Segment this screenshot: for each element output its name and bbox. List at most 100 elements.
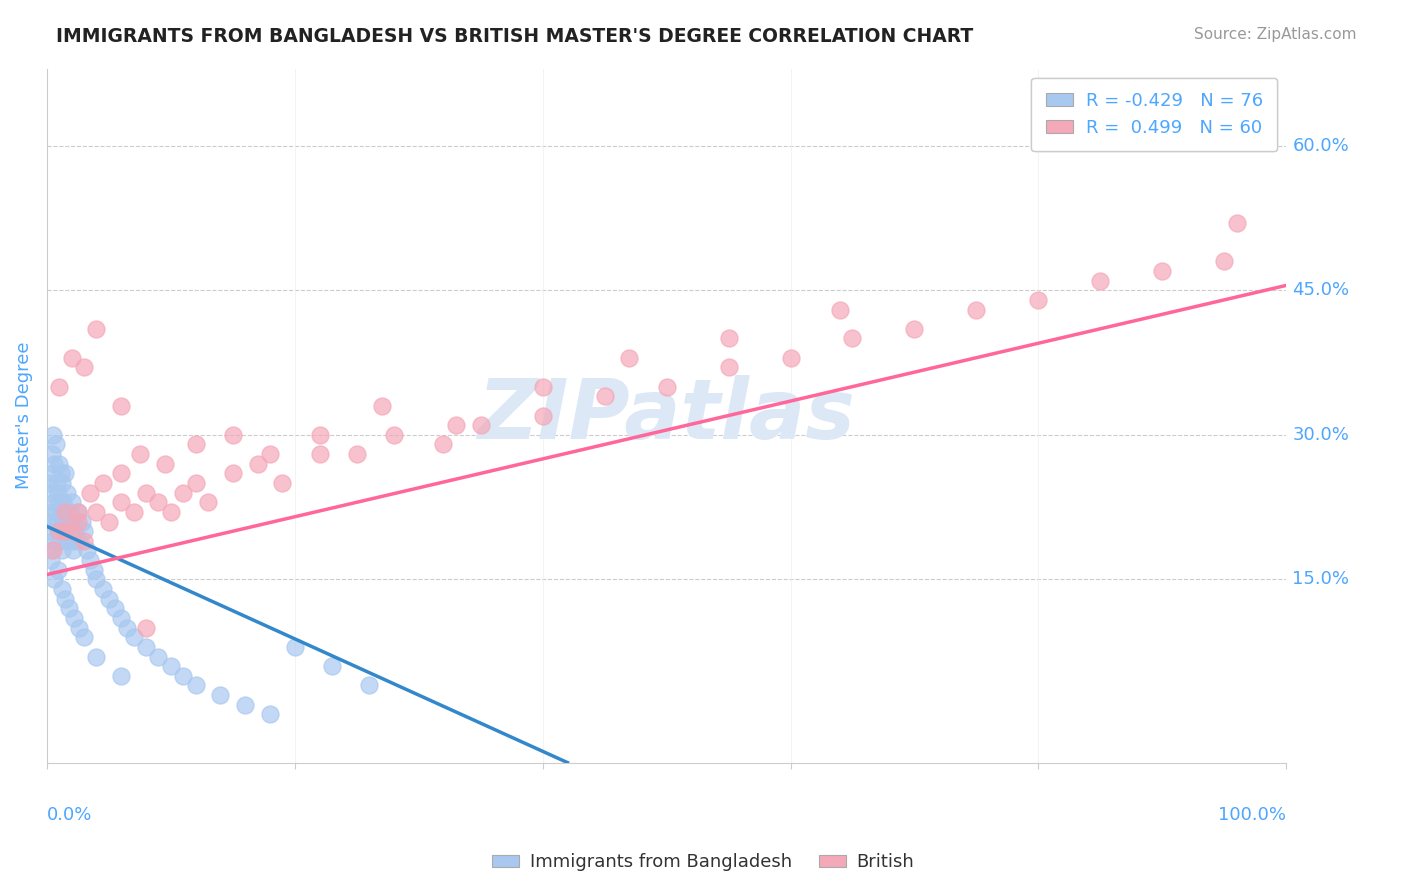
Point <box>79 553 101 567</box>
Point <box>159 505 181 519</box>
Point <box>45 475 67 490</box>
Point <box>110 495 132 509</box>
Text: 0.0%: 0.0% <box>46 806 93 824</box>
Point <box>97 591 120 606</box>
Point <box>86 573 108 587</box>
Point <box>41 447 63 461</box>
Point <box>52 515 75 529</box>
Text: ZIPatlas: ZIPatlas <box>478 375 855 456</box>
Point <box>197 495 219 509</box>
Point <box>79 485 101 500</box>
Point <box>259 447 281 461</box>
Point <box>51 582 73 596</box>
Point <box>135 621 157 635</box>
Point <box>67 621 90 635</box>
Point <box>110 467 132 481</box>
Point <box>172 669 194 683</box>
Point <box>86 322 108 336</box>
Point <box>55 524 77 539</box>
Point <box>1152 264 1174 278</box>
Point <box>49 505 72 519</box>
Point <box>58 524 80 539</box>
Point <box>46 485 69 500</box>
Point <box>70 515 93 529</box>
Point <box>209 688 232 702</box>
Point <box>779 351 801 365</box>
Point <box>903 322 925 336</box>
Point <box>91 475 114 490</box>
Point <box>135 640 157 654</box>
Point <box>619 351 641 365</box>
Point <box>308 427 330 442</box>
Point <box>56 515 79 529</box>
Point <box>42 543 65 558</box>
Legend: Immigrants from Bangladesh, British: Immigrants from Bangladesh, British <box>485 847 921 879</box>
Point <box>46 563 69 577</box>
Point <box>55 505 77 519</box>
Point <box>51 475 73 490</box>
Point <box>46 524 69 539</box>
Point <box>44 495 66 509</box>
Point <box>48 457 70 471</box>
Point <box>841 331 863 345</box>
Point <box>271 475 294 490</box>
Point <box>184 437 207 451</box>
Point <box>122 630 145 644</box>
Point <box>110 399 132 413</box>
Point <box>60 533 83 548</box>
Point <box>370 399 392 413</box>
Point <box>122 505 145 519</box>
Point <box>148 495 170 509</box>
Point <box>222 467 245 481</box>
Point <box>1226 216 1249 230</box>
Point <box>58 601 80 615</box>
Point <box>39 543 62 558</box>
Point <box>39 485 62 500</box>
Point <box>41 533 63 548</box>
Point <box>470 418 492 433</box>
Point <box>86 505 108 519</box>
Point <box>60 351 83 365</box>
Point <box>91 582 114 596</box>
Point <box>184 678 207 692</box>
Point <box>63 611 86 625</box>
Text: 15.0%: 15.0% <box>1292 570 1350 589</box>
Point <box>48 379 70 393</box>
Y-axis label: Master's Degree: Master's Degree <box>15 342 32 490</box>
Point <box>153 457 176 471</box>
Point <box>346 447 368 461</box>
Point <box>717 360 740 375</box>
Point <box>593 389 616 403</box>
Point <box>284 640 307 654</box>
Text: 45.0%: 45.0% <box>1292 281 1350 299</box>
Point <box>45 437 67 451</box>
Point <box>110 611 132 625</box>
Point <box>135 485 157 500</box>
Point <box>55 485 77 500</box>
Point <box>97 515 120 529</box>
Text: Source: ZipAtlas.com: Source: ZipAtlas.com <box>1194 27 1357 42</box>
Point <box>73 533 96 548</box>
Point <box>655 379 678 393</box>
Text: 30.0%: 30.0% <box>1292 425 1350 444</box>
Point <box>965 302 987 317</box>
Point <box>44 573 66 587</box>
Point <box>55 467 77 481</box>
Point <box>382 427 405 442</box>
Point <box>83 563 105 577</box>
Point <box>38 505 60 519</box>
Point <box>321 659 343 673</box>
Point <box>444 418 467 433</box>
Point <box>52 495 75 509</box>
Point <box>359 678 381 692</box>
Point <box>531 379 554 393</box>
Point <box>159 659 181 673</box>
Point <box>233 698 256 712</box>
Point <box>38 475 60 490</box>
Point <box>55 505 77 519</box>
Point <box>246 457 269 471</box>
Point <box>73 630 96 644</box>
Point <box>51 543 73 558</box>
Point <box>59 505 82 519</box>
Point <box>60 524 83 539</box>
